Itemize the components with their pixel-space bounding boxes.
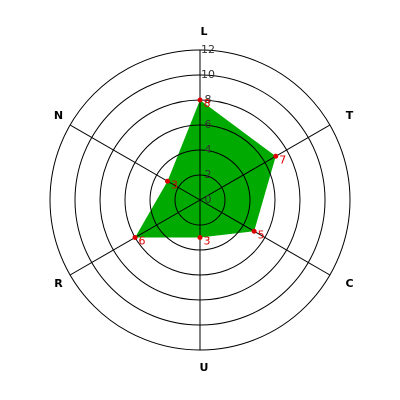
axis-label: R xyxy=(54,277,63,290)
value-label: 3 xyxy=(171,178,178,191)
data-point xyxy=(251,228,257,234)
axis-spoke xyxy=(69,124,201,201)
data-point xyxy=(132,235,138,240)
value-label: 6 xyxy=(139,235,146,248)
data-point xyxy=(165,178,171,184)
tick-label: 8 xyxy=(205,93,212,106)
data-area xyxy=(135,100,276,238)
axis-label: C xyxy=(345,277,353,290)
tick-label: 0 xyxy=(205,193,212,206)
value-label: 7 xyxy=(279,153,286,166)
tick-label: 4 xyxy=(205,143,212,156)
axis-label: L xyxy=(200,25,207,38)
data-point xyxy=(197,235,203,240)
axis-label: U xyxy=(200,361,209,374)
value-label: 3 xyxy=(204,235,211,248)
axis-label: T xyxy=(346,109,354,122)
data-point xyxy=(273,153,279,159)
value-label: 5 xyxy=(258,228,265,241)
tick-label: 6 xyxy=(205,118,212,131)
axis-spoke xyxy=(199,124,331,201)
axis-label: N xyxy=(54,109,63,122)
data-point xyxy=(197,97,203,103)
value-label: 8 xyxy=(204,97,211,110)
tick-label: 12 xyxy=(201,43,215,56)
axis-spoke xyxy=(199,199,331,276)
tick-label: 2 xyxy=(205,168,212,181)
tick-label: 10 xyxy=(201,68,215,81)
